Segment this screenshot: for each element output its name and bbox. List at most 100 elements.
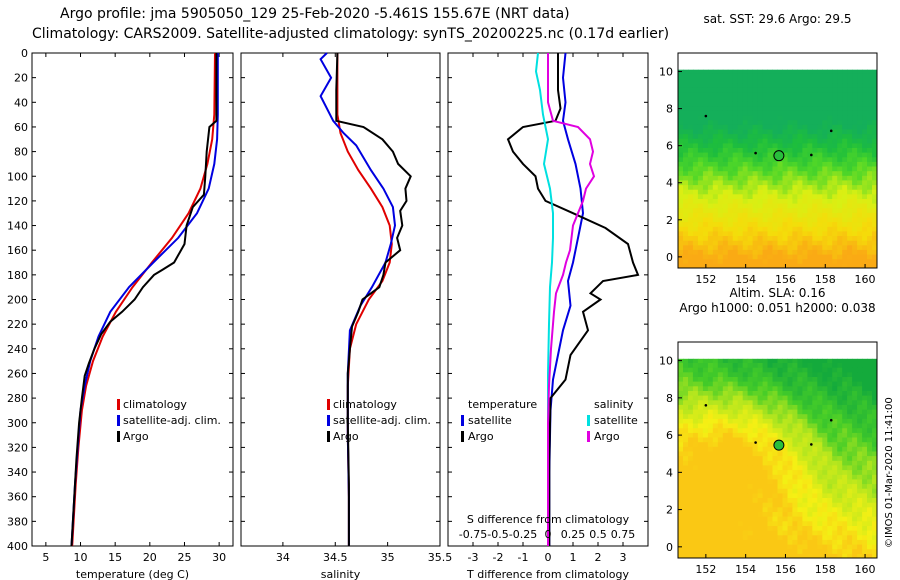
map-cell [688, 530, 694, 536]
map-cell [722, 530, 729, 536]
map-cell [732, 376, 739, 382]
map-cell [732, 119, 739, 125]
map-cell [827, 244, 833, 250]
map-cell [782, 432, 788, 438]
map-cell [817, 548, 823, 554]
map-cell [857, 530, 863, 536]
map-cell [732, 226, 739, 232]
map-cell [792, 371, 798, 377]
map-cell [857, 492, 863, 498]
map-cell [802, 511, 808, 517]
map-cell [722, 385, 729, 391]
map-cell [707, 133, 714, 139]
map-cell [857, 432, 863, 438]
map-cell [688, 399, 694, 405]
map-cell [862, 418, 868, 424]
map-cell [732, 258, 739, 264]
map-cell [807, 212, 813, 218]
map-cell [688, 105, 694, 111]
map-cell [767, 432, 773, 438]
map-cell [872, 525, 878, 531]
map-cell [797, 511, 803, 517]
map-cell [782, 530, 788, 536]
map-cell [777, 539, 783, 545]
map-cell [757, 367, 764, 373]
map-cell [802, 427, 808, 433]
map-cell [702, 544, 709, 550]
map-cell [707, 418, 714, 424]
map-cell [762, 207, 769, 213]
map-cell [812, 212, 818, 218]
map-cell [797, 534, 803, 540]
map-cell [752, 166, 759, 172]
map-cell [782, 385, 788, 391]
map-cell [722, 115, 729, 121]
map-cell [767, 404, 773, 410]
map-cell [802, 385, 808, 391]
map-cell [712, 464, 719, 471]
map-cell [678, 478, 684, 485]
map-cell [752, 539, 759, 545]
map-cell [678, 497, 684, 503]
map-cell [727, 371, 734, 377]
map-cell [857, 534, 863, 540]
map-cell [683, 129, 689, 135]
map-cell [797, 516, 803, 522]
map-cell [692, 129, 699, 135]
map-cell [737, 221, 744, 227]
map-cell [832, 423, 838, 429]
map-cell [847, 427, 853, 433]
x-axis-label: temperature (deg C) [76, 568, 189, 580]
map-cell [797, 91, 803, 97]
legend-swatch [461, 415, 464, 426]
x-tick-label: 156 [775, 273, 796, 286]
map-cell [862, 180, 868, 186]
map-cell [747, 511, 754, 517]
map-cell [752, 548, 759, 554]
map-cell [727, 73, 734, 79]
map-cell [862, 124, 868, 130]
map-cell [847, 381, 853, 387]
map-cell [872, 249, 878, 255]
map-cell [837, 138, 843, 144]
map-cell [867, 520, 873, 526]
map-cell [857, 184, 863, 190]
map-cell [797, 520, 803, 526]
map-cell [752, 254, 759, 260]
map-cell [678, 96, 684, 102]
map-cell [842, 488, 848, 494]
map-cell [862, 460, 868, 466]
map-cell [862, 381, 868, 387]
map-cell [707, 152, 714, 158]
map-cell [717, 516, 724, 522]
map-cell [807, 446, 813, 452]
map-cell [697, 166, 704, 172]
map-cell [837, 133, 843, 139]
map-cell [732, 212, 739, 218]
map-cell [722, 119, 729, 125]
map-cell [697, 381, 704, 387]
map-cell [767, 217, 773, 223]
map-cell [752, 244, 759, 250]
map-cell [777, 226, 783, 232]
map-cell [717, 432, 724, 438]
x-tick-label: 158 [815, 273, 836, 286]
map-cell [678, 525, 684, 531]
map-cell [857, 124, 863, 130]
map-cell [817, 78, 823, 84]
map-cell [842, 371, 848, 377]
map-cell [777, 263, 783, 269]
map-cell [732, 385, 739, 391]
map-cell [737, 432, 744, 438]
map-cell [707, 170, 714, 176]
map-cell [837, 437, 843, 443]
map-cell [842, 446, 848, 452]
map-cell [777, 437, 783, 443]
map-cell [752, 464, 759, 471]
y-tick-label: 120 [7, 195, 28, 208]
map-cell [782, 189, 788, 195]
map-cell [837, 385, 843, 391]
map-cell [767, 230, 773, 236]
map-cell [742, 152, 749, 158]
map-cell [807, 147, 813, 153]
